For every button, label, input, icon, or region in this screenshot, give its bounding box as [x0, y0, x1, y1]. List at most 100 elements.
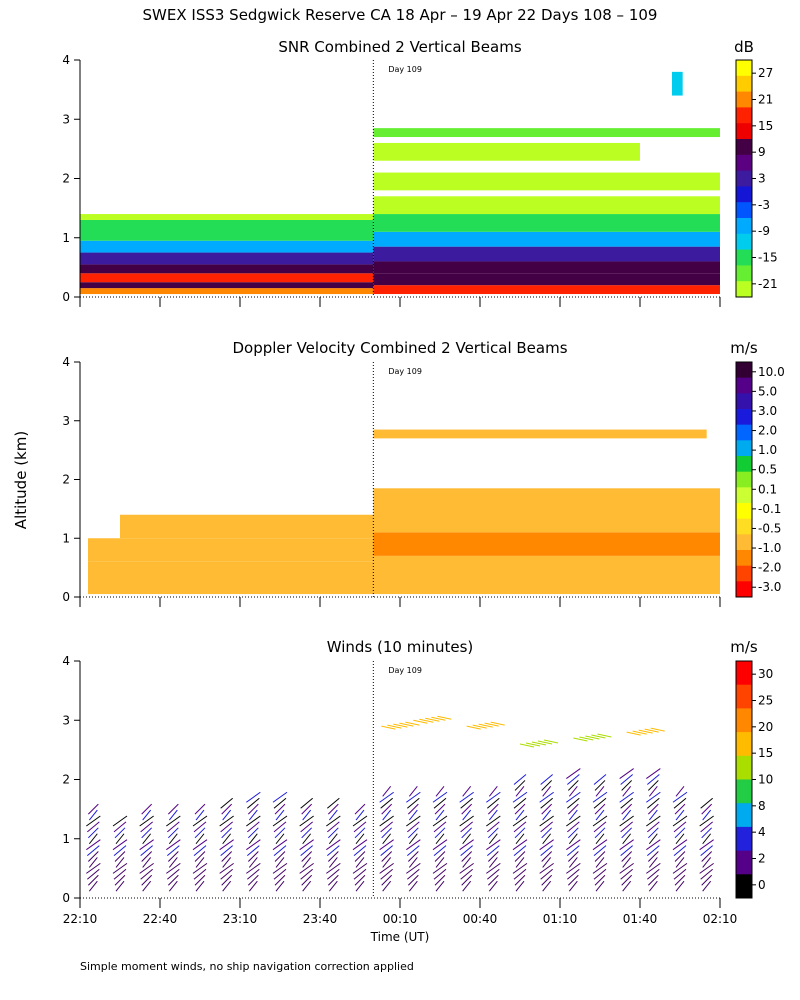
winds-barb-7-2 [273, 868, 287, 880]
winds-barb-8-5 [301, 851, 313, 862]
winds-barb-4-4 [195, 857, 205, 868]
winds-barb-1-6 [113, 845, 127, 856]
doppler-colorbar-label-10: -2.0 [758, 561, 781, 575]
snr-ytick-label-4: 4 [62, 53, 70, 67]
winds-barb-7-10 [273, 821, 287, 833]
winds-barb-6-4 [248, 857, 258, 868]
winds-barb-8-3 [299, 862, 314, 874]
winds-barb-4-9 [194, 827, 206, 839]
snr-colorbar-swatch-10 [736, 218, 752, 235]
snr-layer-10 [373, 261, 720, 274]
winds-barb-16-10 [513, 821, 527, 833]
winds-xtick-label-5: 00:40 [463, 912, 498, 926]
winds-barb-10-6 [353, 845, 367, 856]
winds-upper-barb-2-0 [466, 725, 481, 730]
winds-barb-1-1 [114, 874, 126, 886]
doppler-layer-5 [373, 503, 720, 533]
snr-colorbar-label-6: -9 [758, 224, 770, 238]
winds-barb-18-16 [568, 786, 578, 797]
winds-barb-20-8 [622, 833, 632, 845]
winds-barb-16-18 [513, 774, 527, 785]
winds-colorbar-swatch-5 [736, 779, 752, 804]
winds-barb-8-12 [302, 809, 312, 821]
winds-barb-17-0 [542, 880, 552, 892]
winds-barb-20-9 [621, 827, 633, 839]
winds-upper-barb-4-0 [573, 737, 588, 742]
winds-barb-13-11 [432, 815, 448, 827]
winds-barb-11-9 [381, 827, 393, 839]
winds-barb-16-6 [513, 845, 527, 856]
snr-layer-12 [373, 231, 720, 247]
winds-barb-22-10 [673, 821, 687, 833]
winds-xtick-label-8: 02:10 [703, 912, 738, 926]
winds-barb-12-11 [406, 815, 421, 827]
winds-barb-10-3 [352, 862, 368, 874]
doppler-colorbar-swatch-5 [736, 440, 752, 457]
winds-barb-13-2 [433, 868, 447, 880]
winds-colorbar-label-4: 10 [758, 773, 773, 787]
winds-barb-14-9 [461, 827, 473, 839]
winds-barb-4-8 [195, 833, 205, 845]
winds-barb-7-6 [273, 845, 287, 856]
winds-barb-7-9 [274, 827, 286, 839]
winds-barb-2-1 [141, 874, 153, 886]
winds-barb-16-7 [512, 839, 528, 851]
winds-barb-10-5 [354, 851, 366, 862]
winds-colorbar-label-7: 2 [758, 852, 766, 866]
winds-barb-11-8 [382, 833, 392, 845]
winds-barb-23-8 [702, 833, 712, 845]
snr-colorbar-swatch-8 [736, 186, 752, 203]
winds-barb-18-11 [566, 815, 581, 827]
winds-barb-3-7 [166, 839, 181, 851]
winds-barb-14-7 [459, 839, 474, 851]
winds-xtick-label-7: 01:40 [623, 912, 658, 926]
winds-upper-barb-3-0 [519, 743, 535, 748]
winds-barb-0-1 [87, 874, 99, 886]
winds-upper-barb-1-3 [431, 716, 446, 721]
winds-upper-barb-1-4 [437, 715, 452, 720]
winds-xtick-label-3: 23:40 [303, 912, 338, 926]
winds-barb-7-13 [274, 803, 286, 815]
winds-barb-23-12 [702, 809, 712, 821]
winds-barb-22-3 [672, 862, 688, 874]
snr-colorbar-label-8: -21 [758, 277, 778, 291]
winds-barb-14-6 [460, 845, 473, 856]
snr-ytick-label-0: 0 [62, 290, 70, 304]
doppler-layer-6 [373, 488, 720, 503]
winds-barb-8-4 [302, 857, 312, 868]
winds-barb-12-10 [407, 821, 420, 833]
winds-barb-7-5 [274, 851, 286, 862]
doppler-layer-7 [373, 429, 707, 439]
winds-colorbar-label-5: 8 [758, 799, 766, 813]
winds-barb-7-0 [275, 880, 285, 892]
winds-barb-0-6 [87, 845, 100, 856]
winds-barb-20-2 [620, 868, 633, 880]
winds-barb-13-6 [433, 845, 447, 856]
winds-upper-barb-5-4 [650, 727, 665, 732]
doppler-colorbar-label-9: -1.0 [758, 541, 781, 555]
winds-barb-17-15 [539, 791, 554, 803]
figure-title: SWEX ISS3 Sedgwick Reserve CA 18 Apr – 1… [143, 6, 658, 24]
winds-upper-barb-2-3 [484, 722, 499, 727]
winds-barb-20-14 [620, 797, 633, 809]
winds-barb-23-3 [699, 862, 714, 874]
winds-barb-21-6 [647, 845, 660, 856]
snr-ytick-label-2: 2 [62, 172, 70, 186]
winds-barb-2-0 [142, 880, 152, 892]
winds-barb-4-5 [194, 851, 206, 862]
winds-barb-8-2 [300, 868, 313, 880]
winds-barb-21-4 [648, 857, 658, 868]
winds-barb-19-6 [593, 845, 607, 856]
winds-barb-22-6 [673, 845, 687, 856]
winds-barb-17-1 [541, 874, 553, 886]
winds-upper-barb-3-3 [537, 740, 553, 745]
doppler-day-label: Day 109 [388, 367, 422, 376]
snr-ytick-label-1: 1 [62, 231, 70, 245]
winds-barb-6-15 [246, 791, 261, 803]
winds-barb-19-14 [593, 797, 607, 809]
winds-barb-2-9 [141, 827, 153, 839]
snr-colorbar-label-2: 15 [758, 119, 773, 133]
winds-colorbar-swatch-9 [736, 874, 752, 899]
winds-barb-23-2 [700, 868, 713, 880]
winds-barb-11-13 [381, 803, 393, 815]
